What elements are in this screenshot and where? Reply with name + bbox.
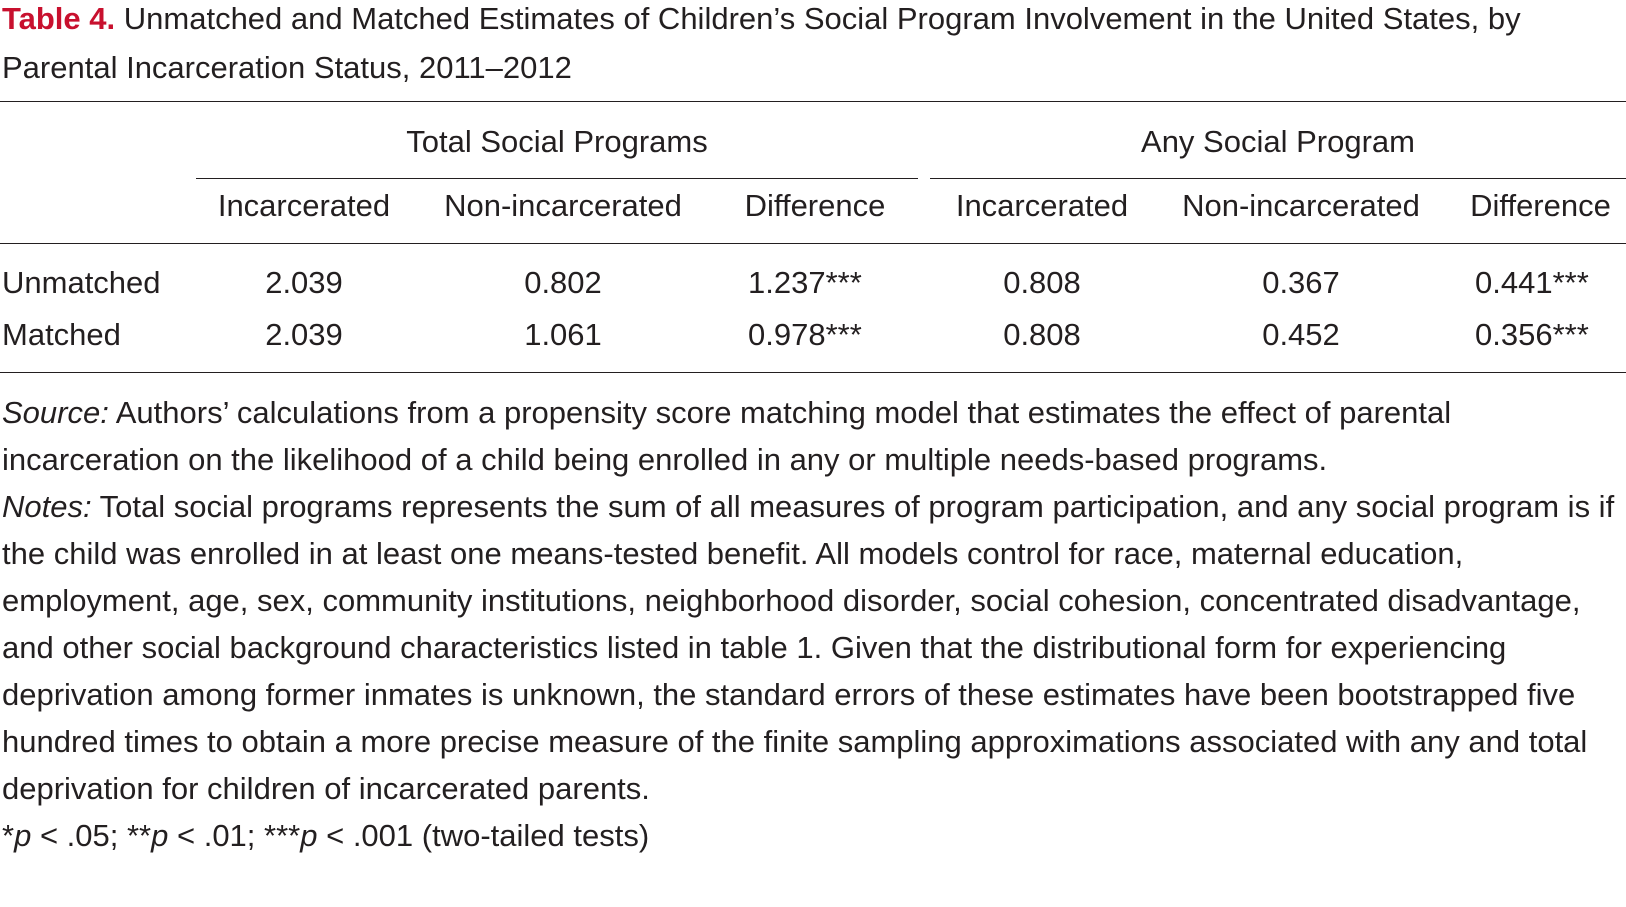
row-label: Unmatched bbox=[2, 265, 161, 300]
notes-note: Notes: Total social programs represents … bbox=[2, 483, 1624, 812]
sig-p: p bbox=[14, 818, 32, 853]
table-cell: 0.978*** bbox=[748, 317, 862, 352]
sig-stars: *** bbox=[264, 818, 301, 853]
sig-threshold: < .01; bbox=[168, 818, 265, 853]
sig-p: p bbox=[300, 818, 318, 853]
notes-text: Total social programs represents the sum… bbox=[2, 489, 1615, 806]
table-cell: 0.356*** bbox=[1475, 317, 1589, 352]
table-notes: Source: Authors’ calculations from a pro… bbox=[2, 389, 1624, 859]
column-header: Incarcerated bbox=[955, 188, 1129, 223]
table-cell: 2.039 bbox=[265, 265, 343, 300]
table-label: Table 4. bbox=[2, 1, 116, 36]
table-cell: 0.452 bbox=[1262, 317, 1340, 352]
table-caption: Table 4. Unmatched and Matched Estimates… bbox=[2, 0, 1622, 92]
group-header-total: Total Social Programs bbox=[406, 124, 708, 159]
column-header: Non-incarcerated bbox=[1182, 188, 1420, 223]
sig-stars: ** bbox=[126, 818, 152, 853]
group-rule-any bbox=[930, 178, 1626, 179]
table-title: Unmatched and Matched Estimates of Child… bbox=[2, 1, 1521, 85]
column-header: Incarcerated bbox=[217, 188, 391, 223]
sig-p: p bbox=[151, 818, 169, 853]
column-header: Difference bbox=[1470, 188, 1611, 223]
table-cell: 1.237*** bbox=[748, 265, 862, 300]
table-cell: 0.441*** bbox=[1475, 265, 1589, 300]
table-cell: 0.808 bbox=[1003, 317, 1081, 352]
header-rule bbox=[0, 243, 1626, 244]
source-label: Source: bbox=[2, 395, 109, 430]
column-header: Difference bbox=[744, 188, 886, 223]
table-cell: 0.367 bbox=[1262, 265, 1340, 300]
top-rule bbox=[0, 101, 1626, 102]
table-cell: 1.061 bbox=[524, 317, 602, 352]
sig-threshold: < .05; bbox=[31, 818, 127, 853]
source-note: Source: Authors’ calculations from a pro… bbox=[2, 389, 1624, 483]
significance-note: *p < .05; **p < .01; ***p < .001 (two-ta… bbox=[2, 812, 1624, 859]
row-label: Matched bbox=[2, 317, 121, 352]
group-header-any: Any Social Program bbox=[1141, 124, 1415, 159]
table-cell: 0.802 bbox=[524, 265, 602, 300]
sig-stars: * bbox=[2, 818, 15, 853]
source-text: Authors’ calculations from a propensity … bbox=[2, 395, 1452, 477]
notes-label: Notes: bbox=[2, 489, 92, 524]
group-rule-total bbox=[196, 178, 918, 179]
bottom-rule bbox=[0, 372, 1626, 373]
table-cell: 0.808 bbox=[1003, 265, 1081, 300]
column-header: Non-incarcerated bbox=[444, 188, 682, 223]
sig-threshold: < .001 (two-tailed tests) bbox=[317, 818, 650, 853]
table-cell: 2.039 bbox=[265, 317, 343, 352]
